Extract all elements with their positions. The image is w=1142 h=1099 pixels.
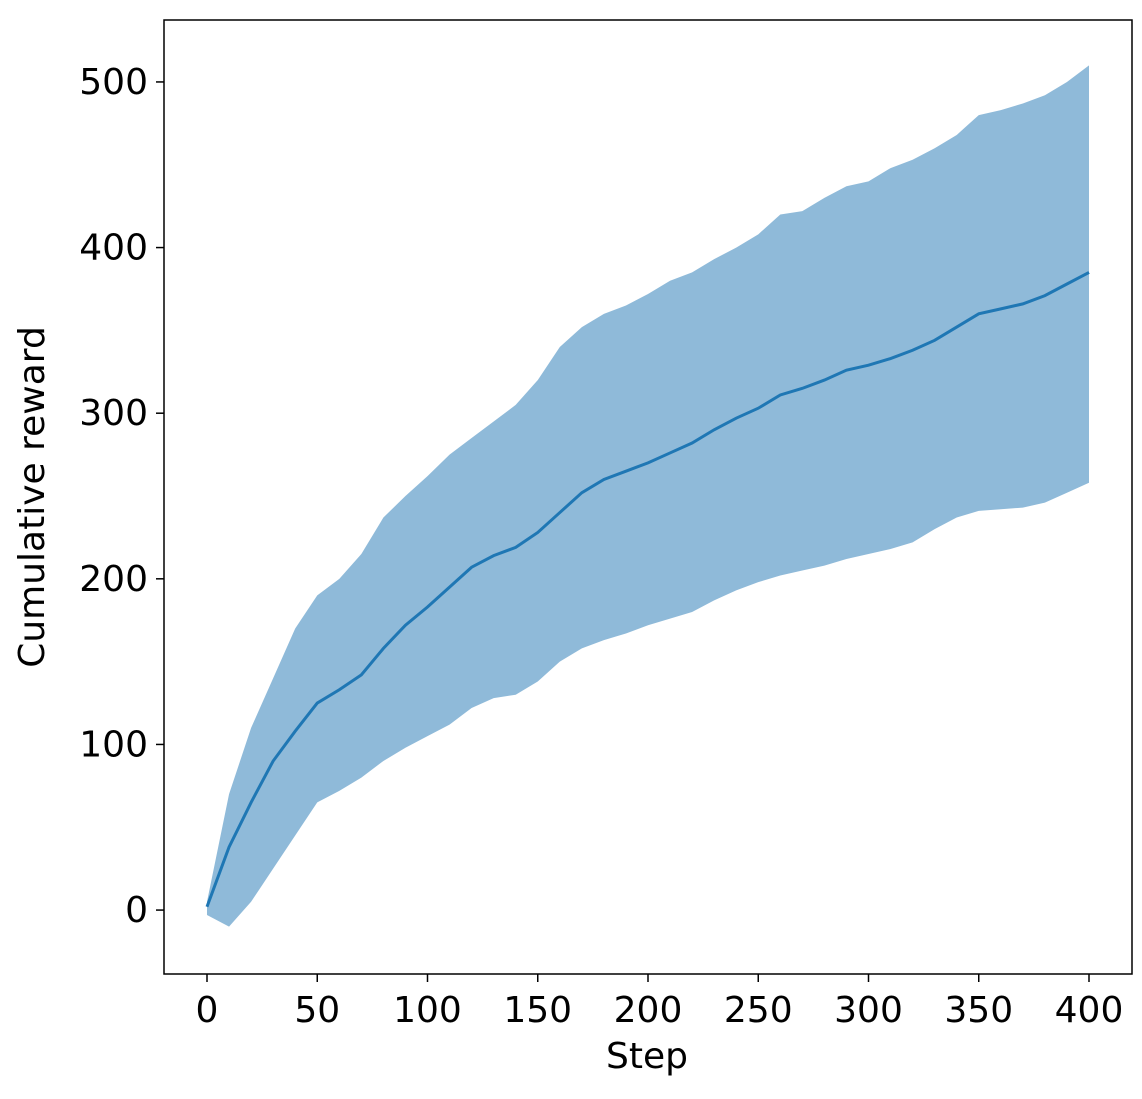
y-tick-label: 300: [79, 393, 148, 434]
x-tick-label: 400: [1055, 990, 1124, 1031]
x-tick-label: 200: [614, 990, 683, 1031]
x-tick-label: 350: [944, 990, 1013, 1031]
band: [206, 65, 1090, 927]
y-axis-label: Cumulative reward: [12, 326, 53, 668]
y-tick-label: 0: [125, 890, 148, 931]
x-tick-label: 50: [294, 990, 340, 1031]
x-axis-label: Step: [606, 1036, 688, 1077]
y-tick-label: 200: [79, 559, 148, 600]
x-tick-label: 250: [724, 990, 793, 1031]
y-tick-label: 100: [79, 724, 148, 765]
x-tick-label: 100: [393, 990, 462, 1031]
x-tick-label: 300: [834, 990, 903, 1031]
y-tick-label: 500: [79, 62, 148, 103]
y-tick-label: 400: [79, 228, 148, 269]
x-tick-label: 0: [196, 990, 219, 1031]
mean-line: [205, 271, 1090, 908]
x-tick-label: 150: [503, 990, 572, 1031]
